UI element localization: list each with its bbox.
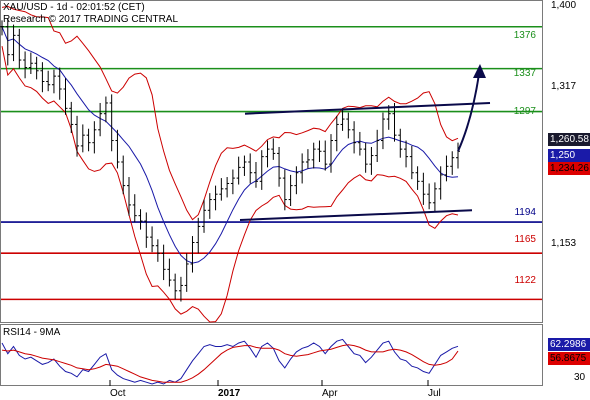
rsi-series-RSI14 <box>1 338 459 385</box>
projection-arrow-line <box>457 73 480 152</box>
level-label-1194: 1194 <box>514 207 536 218</box>
bollinger-bands <box>1 5 459 323</box>
level-label-1297: 1297 <box>513 106 536 117</box>
axis-ticks <box>109 380 429 386</box>
x-label-jul: Jul <box>428 388 441 399</box>
y-tick-1317: 1,317 <box>551 81 577 92</box>
bollinger-upper-line <box>1 5 459 221</box>
level-label-1165: 1165 <box>514 234 536 245</box>
trend-channel <box>239 64 491 221</box>
rsi-ma-value-tag: 56.8675 <box>548 352 590 365</box>
rsi-lines <box>1 338 459 385</box>
ma-value-tag: 1,250 <box>548 149 590 162</box>
x-label-apr: Apr <box>322 388 338 399</box>
trend-line-upper <box>244 101 491 115</box>
rsi-title: RSI14 - 9MA <box>3 327 61 338</box>
level-label-1122: 1122 <box>514 275 536 286</box>
y-tick-1153: 1,153 <box>551 238 577 249</box>
y-tick-1400: 1,400 <box>551 0 577 11</box>
rsi-series-9MA <box>1 344 459 383</box>
chart-source: Research © 2017 TRADING CENTRAL <box>3 14 179 25</box>
x-label-2017: 2017 <box>218 388 241 399</box>
price-bars <box>0 18 460 302</box>
chart-title: XAU/USD - 1d - 02:01:52 (CET) <box>3 2 145 13</box>
level-label-1376: 1376 <box>513 30 536 41</box>
current-price-tag: 1,260.58 <box>548 133 590 146</box>
bollinger-lower-line <box>1 46 459 323</box>
trend-line-lower <box>239 209 473 221</box>
projection-arrow-head <box>473 64 486 78</box>
rsi-panel-frame <box>0 324 543 386</box>
lower-band-tag: 1,234.26 <box>548 162 590 175</box>
moving-average-line <box>1 26 459 264</box>
x-label-oct: Oct <box>110 388 126 399</box>
level-label-1337: 1337 <box>513 68 536 79</box>
rsi-value-tag: 62.2986 <box>548 338 590 351</box>
rsi-y-tick-30: 30 <box>574 372 586 383</box>
price-panel-frame <box>0 0 543 323</box>
